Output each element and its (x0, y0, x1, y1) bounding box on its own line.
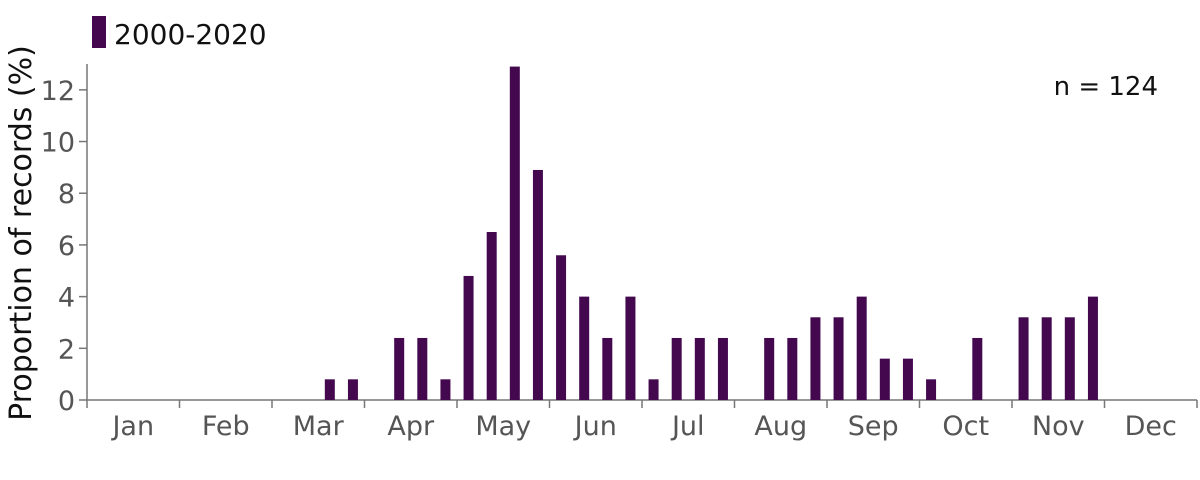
bar (717, 337, 728, 400)
bar (486, 232, 497, 400)
bars (324, 66, 1098, 400)
bar (463, 275, 474, 400)
bar (347, 379, 358, 400)
bar (856, 296, 867, 400)
x-axis-ticks: Jan Feb Mar Apr May Jun Jul Aug Sep Oct Nov Dec (86, 400, 1198, 442)
bar (324, 379, 335, 400)
bar (787, 337, 798, 400)
x-tick-label: May (475, 411, 531, 442)
y-tick-label: 0 (58, 386, 75, 417)
bar (556, 255, 567, 400)
x-tick-label: Jun (573, 411, 617, 442)
legend-swatch (92, 16, 106, 48)
bar (1064, 317, 1075, 400)
bar (579, 296, 590, 400)
bar (1041, 317, 1052, 400)
x-tick-label: Oct (942, 411, 989, 442)
x-tick-label: Apr (387, 411, 435, 442)
bar (764, 337, 775, 400)
x-tick-label: Jul (670, 411, 705, 442)
bar (625, 296, 636, 400)
x-tick-label: Jan (110, 411, 154, 442)
y-tick-label: 6 (58, 231, 75, 262)
y-tick-label: 10 (41, 128, 75, 159)
bar (648, 379, 659, 400)
bar (879, 358, 890, 400)
bar (532, 169, 543, 400)
bar (440, 379, 451, 400)
bar (694, 337, 705, 400)
x-tick-label: Feb (202, 411, 250, 442)
y-axis-ticks: 0 2 4 6 8 10 12 (41, 76, 87, 417)
x-tick-label: Dec (1125, 411, 1177, 442)
y-axis-title: Proportion of records (%) (4, 45, 39, 421)
bar (926, 379, 937, 400)
y-tick-label: 4 (58, 283, 75, 314)
bar (902, 358, 913, 400)
bar (1087, 296, 1098, 400)
bar (671, 337, 682, 400)
y-tick-label: 2 (58, 334, 75, 365)
bar (833, 317, 844, 400)
bar (509, 66, 520, 400)
sample-size-annotation: n = 124 (1054, 72, 1158, 102)
x-tick-label: Aug (754, 411, 807, 442)
bar (394, 337, 405, 400)
y-tick-label: 12 (41, 76, 75, 107)
legend: 2000-2020 (92, 16, 267, 51)
bar (1018, 317, 1029, 400)
bar (417, 337, 428, 400)
x-tick-label: Nov (1032, 411, 1085, 442)
legend-label: 2000-2020 (114, 18, 267, 51)
bar (602, 337, 613, 400)
bar (810, 317, 821, 400)
y-tick-label: 8 (58, 179, 75, 210)
x-tick-label: Mar (293, 411, 345, 442)
bar (972, 337, 983, 400)
x-tick-label: Sep (848, 411, 899, 442)
